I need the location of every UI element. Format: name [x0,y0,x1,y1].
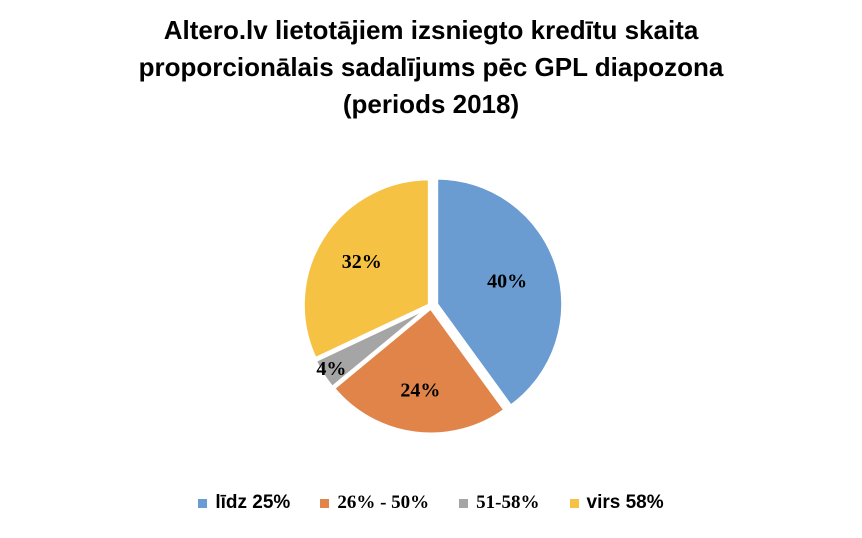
data-label-2: 24% [400,379,440,401]
legend-swatch-3 [459,498,469,508]
legend-item-3: 51-58% [459,492,540,514]
legend-label-1: līdz 25% [215,492,291,513]
pie-slice-4 [301,177,431,361]
legend-swatch-1 [198,498,208,508]
pie-slice-1 [435,176,565,409]
legend-swatch-4 [569,498,579,508]
data-label-3: 4% [316,358,346,380]
data-label-1: 40% [487,270,527,292]
chart-title-line-1: Altero.lv lietotājiem izsniegto kredītu … [163,15,699,45]
pie-slice-3 [313,305,431,390]
legend-label-3: 51-58% [476,492,540,513]
pie-slice-2 [331,305,507,436]
legend-label-2: 26% - 50% [337,492,430,513]
chart-title-line-2: proporcionālais sadalījums pēc GPL diapo… [138,52,724,82]
data-label-4: 32% [342,251,382,273]
legend-item-2: 26% - 50% [320,492,429,514]
legend-item-1: līdz 25% [198,492,290,514]
legend-swatch-2 [320,498,330,508]
chart-legend: līdz 25% 26% - 50% 51-58% virs 58% [0,492,862,514]
chart-title: Altero.lv lietotājiem izsniegto kredītu … [0,12,862,123]
legend-label-4: virs 58% [586,492,664,513]
chart-title-line-3: (periods 2018) [342,89,520,119]
legend-item-4: virs 58% [569,492,664,514]
